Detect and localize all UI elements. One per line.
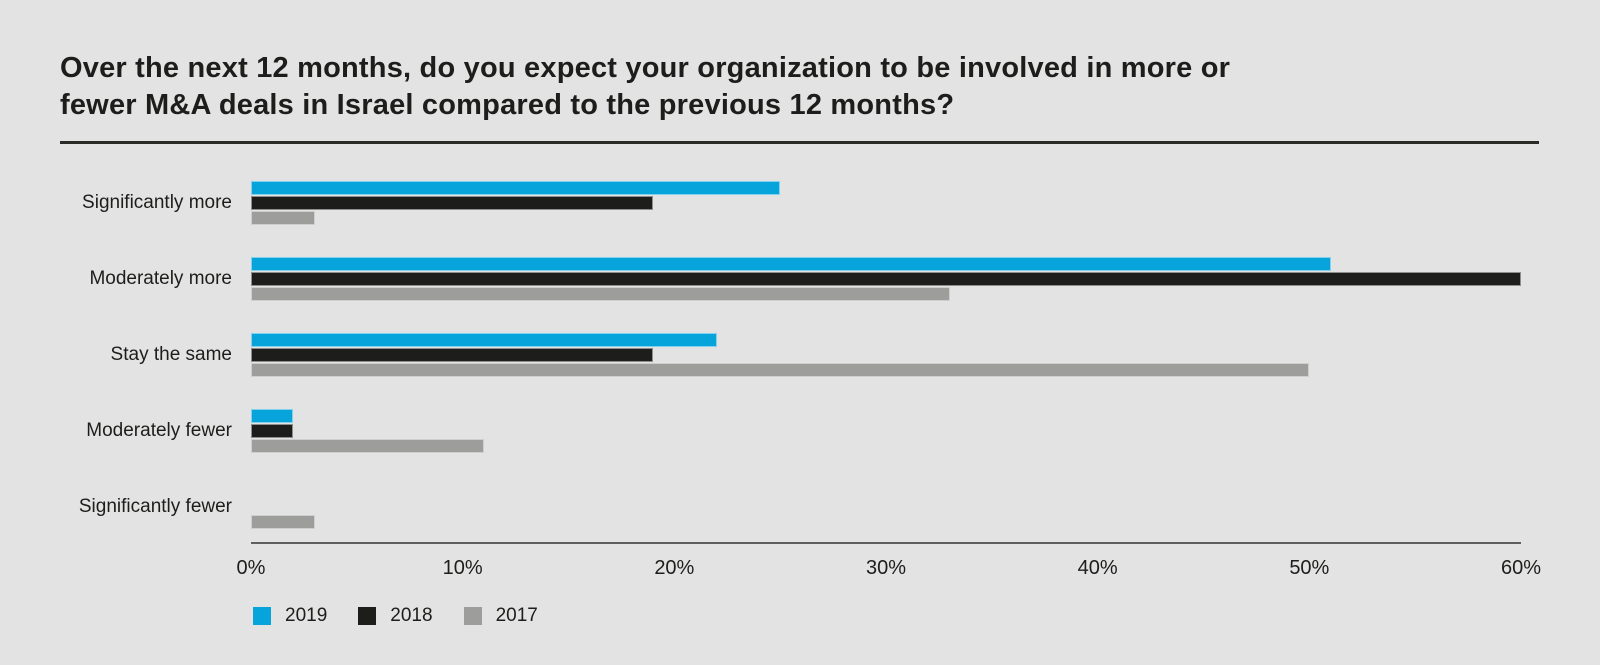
bar-slot-2018 xyxy=(251,196,1521,210)
bar-2018-stay-the-same xyxy=(251,348,654,362)
bar-slot-2017 xyxy=(251,287,1521,301)
bar-2017-significantly-fewer xyxy=(251,515,315,529)
chart-page: Over the next 12 months, do you expect y… xyxy=(60,50,1600,627)
x-axis-line xyxy=(251,542,1521,544)
x-tick-label-20: 20% xyxy=(654,557,695,579)
bar-slot-2017 xyxy=(251,515,1521,529)
bar-slot-2018 xyxy=(251,500,1521,514)
x-tick-label-30: 30% xyxy=(865,557,907,579)
legend-label-2017: 2017 xyxy=(495,605,538,626)
bar-2019-moderately-fewer xyxy=(251,409,294,423)
bar-slot-2018 xyxy=(251,272,1521,286)
bar-group-significantly-fewer xyxy=(251,485,1521,529)
bar-slot-2017 xyxy=(251,439,1521,453)
legend-swatch-2019 xyxy=(253,607,271,625)
chart-rows: Significantly more Moderately more Stay th… xyxy=(60,181,1521,529)
chart-row-stay-the-same: Stay the same xyxy=(60,333,1521,377)
title-divider xyxy=(60,141,1539,144)
x-tick-label-0: 0% xyxy=(236,557,266,579)
bar-chart: Significantly more Moderately more Stay th… xyxy=(60,181,1541,627)
chart-row-moderately-more: Moderately more xyxy=(60,257,1521,301)
bar-group-moderately-more xyxy=(251,257,1521,301)
bar-slot-2019 xyxy=(251,181,1521,195)
bar-2017-moderately-fewer xyxy=(251,439,484,453)
chart-row-significantly-more: Significantly more xyxy=(60,181,1521,225)
legend-label-2018: 2018 xyxy=(390,605,433,626)
bar-slot-2019 xyxy=(251,409,1521,423)
bar-2019-significantly-more xyxy=(251,181,781,195)
x-tick-label-60: 60% xyxy=(1500,557,1542,579)
legend-item-2018: 2018 xyxy=(358,605,433,627)
bar-group-significantly-more xyxy=(251,181,1521,225)
legend-item-2019: 2019 xyxy=(253,605,327,627)
category-label-moderately-more: Moderately more xyxy=(89,268,232,289)
legend-swatch-2018 xyxy=(358,607,377,625)
bar-slot-2017 xyxy=(251,363,1521,377)
bar-slot-2019 xyxy=(251,485,1521,499)
bar-2017-stay-the-same xyxy=(251,363,1310,377)
bar-2017-significantly-more xyxy=(251,211,315,225)
chart-title: Over the next 12 months, do you expect y… xyxy=(60,50,1600,124)
chart-title-line-2: fewer M&A deals in Israel compared to th… xyxy=(60,89,955,121)
bar-2017-moderately-more xyxy=(251,287,950,301)
x-tick-label-50: 50% xyxy=(1289,557,1330,579)
chart-row-significantly-fewer: Significantly fewer xyxy=(60,485,1521,529)
bar-slot-2019 xyxy=(251,333,1521,347)
bar-2019-moderately-more xyxy=(251,257,1331,271)
bar-slot-2019 xyxy=(251,257,1521,271)
bar-2018-significantly-more xyxy=(251,196,654,210)
bar-2019-stay-the-same xyxy=(251,333,717,347)
category-label-significantly-more: Significantly more xyxy=(82,192,232,213)
bar-group-moderately-fewer xyxy=(251,409,1521,453)
bar-2018-moderately-more xyxy=(251,272,1521,286)
bar-slot-2018 xyxy=(251,348,1521,362)
legend-label-2019: 2019 xyxy=(285,605,328,626)
bar-2018-moderately-fewer xyxy=(251,424,294,438)
bar-slot-2017 xyxy=(251,211,1521,225)
x-tick-label-40: 40% xyxy=(1077,557,1118,579)
bar-slot-2018 xyxy=(251,424,1521,438)
x-axis: 0% 10% 20% 30% 40% 50% 60% xyxy=(237,542,1541,579)
category-label-stay-the-same: Stay the same xyxy=(110,344,232,365)
category-label-moderately-fewer: Moderately fewer xyxy=(86,420,232,441)
legend-item-2017: 2017 xyxy=(463,605,538,627)
legend-swatch-2017 xyxy=(463,607,482,625)
chart-title-line-1: Over the next 12 months, do you expect y… xyxy=(60,52,1231,84)
bar-group-stay-the-same xyxy=(251,333,1521,377)
chart-row-moderately-fewer: Moderately fewer xyxy=(60,409,1521,453)
category-label-significantly-fewer: Significantly fewer xyxy=(78,496,232,517)
legend: 2019 2018 2017 xyxy=(253,605,1521,627)
x-tick-label-10: 10% xyxy=(442,557,483,579)
